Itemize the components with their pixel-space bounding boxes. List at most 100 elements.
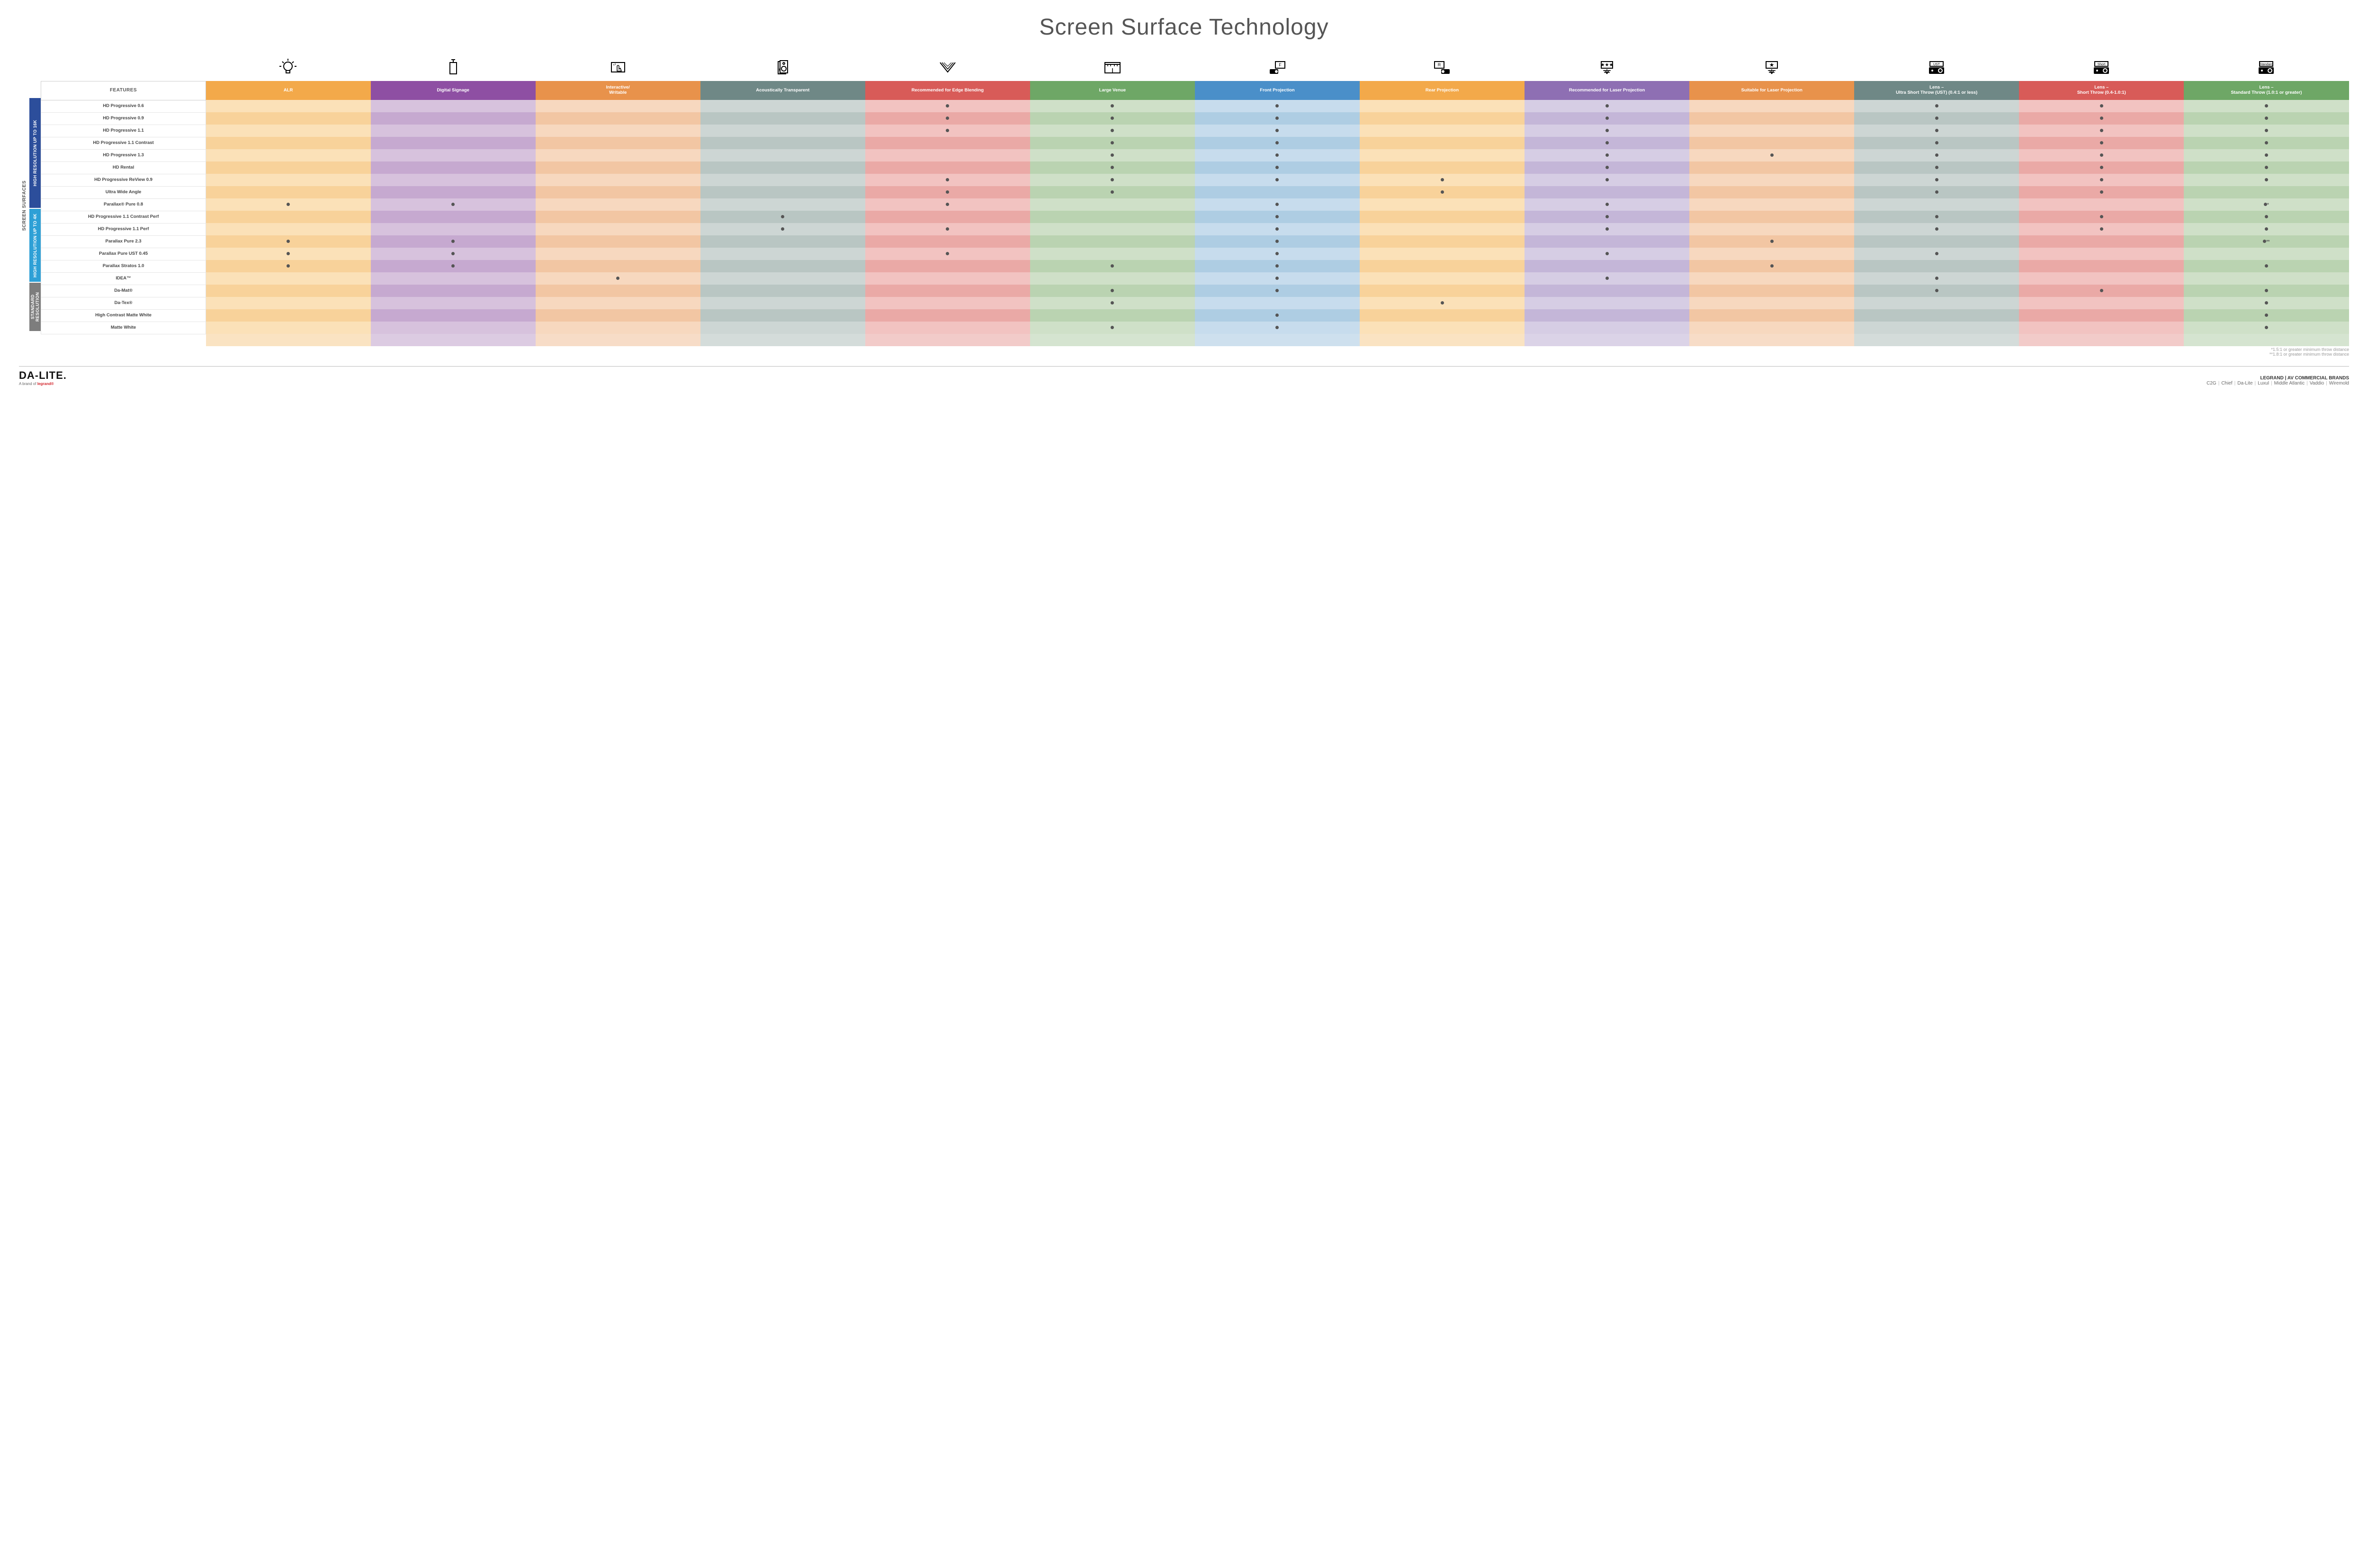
cell-rear [1360,260,1525,272]
row-label: Da-Tex® [41,297,206,309]
column-header-alr: ALR [206,81,371,100]
cell-suitlaser [1689,297,1854,309]
cell-acoustic [700,100,865,112]
cell-large [1030,186,1195,198]
column-header-interactive: Interactive/ Writable [536,81,700,100]
cell-alr [206,272,371,285]
feature-matrix-table: USTShortStandard FEATURESALRDigital Sign… [41,54,2349,346]
cell-std [2184,309,2349,322]
cell-reclaser [1525,100,1689,112]
column-icon-acoustic [700,54,865,81]
footer-brands-block: LEGRAND | AV COMMERCIAL BRANDS C2G|Chief… [2207,376,2349,386]
header-row: FEATURESALRDigital SignageInteractive/ W… [41,81,2349,100]
cell-interactive [536,112,700,125]
cell-suitlaser [1689,161,1854,174]
cell-front [1195,198,1360,211]
outer-vertical-label: SCREEN SURFACES [19,54,29,357]
row-label: HD Progressive 0.6 [41,100,206,112]
cell-reclaser [1525,285,1689,297]
cell-acoustic [700,272,865,285]
cell-edge [865,235,1030,248]
cell-rear [1360,174,1525,186]
brands-list: C2G|Chief|Da-Lite|Luxul|Middle Atlantic|… [2207,381,2349,386]
brand-item: Da-Lite [2237,381,2252,386]
svg-text:Standard: Standard [2260,63,2273,66]
cell-suitlaser [1689,198,1854,211]
cell-interactive [536,309,700,322]
logo-sub-brand: legrand® [37,382,54,386]
cell-front [1195,174,1360,186]
cell-std [2184,211,2349,223]
table-row: HD Progressive 1.1 Contrast [41,137,2349,149]
cell-alr [206,260,371,272]
cell-suitlaser [1689,309,1854,322]
cell-edge [865,260,1030,272]
row-label: Matte White [41,322,206,334]
table-row: Parallax Stratos 1.0 [41,260,2349,272]
row-group-labels: HIGH RESOLUTION UP TO 16KHIGH RESOLUTION… [29,98,41,357]
cell-reclaser [1525,235,1689,248]
cell-suitlaser [1689,174,1854,186]
cell-signage [371,322,536,334]
cell-std [2184,161,2349,174]
cell-ust [1854,125,2019,137]
cell-alr [206,174,371,186]
row-label: HD Progressive 1.3 [41,149,206,161]
cell-large [1030,112,1195,125]
cell-std [2184,297,2349,309]
row-label: Da-Mat® [41,285,206,297]
cell-acoustic [700,198,865,211]
column-header-signage: Digital Signage [371,81,536,100]
cell-large [1030,260,1195,272]
cell-short [2019,100,2184,112]
cell-interactive [536,322,700,334]
cell-edge [865,322,1030,334]
table-row-spacer [41,334,2349,346]
cell-ust [1854,161,2019,174]
table-row: HD Progressive 1.3 [41,149,2349,161]
cell-rear [1360,309,1525,322]
cell-rear [1360,186,1525,198]
cell-short [2019,322,2184,334]
table-row: High Contrast Matte White [41,309,2349,322]
outer-vertical-label-text: SCREEN SURFACES [22,180,27,231]
column-header-acoustic: Acoustically Transparent [700,81,865,100]
cell-front [1195,211,1360,223]
cell-std [2184,137,2349,149]
column-icon-alr [206,54,371,81]
table-row: HD Progressive 0.6 [41,100,2349,112]
cell-suitlaser [1689,112,1854,125]
cell-rear [1360,137,1525,149]
cell-alr [206,211,371,223]
cell-edge [865,149,1030,161]
brand-item: Vaddio [2310,381,2324,386]
cell-rear [1360,100,1525,112]
cell-signage [371,285,536,297]
cell-large [1030,149,1195,161]
cell-alr [206,297,371,309]
cell-std [2184,112,2349,125]
table-row: HD Progressive ReView 0.9 [41,174,2349,186]
cell-edge [865,112,1030,125]
cell-rear [1360,235,1525,248]
cell-suitlaser [1689,260,1854,272]
cell-std [2184,248,2349,260]
table-row: Matte White [41,322,2349,334]
cell-large [1030,211,1195,223]
brand-item: Chief [2221,381,2232,386]
cell-acoustic [700,297,865,309]
cell-edge [865,211,1030,223]
cell-acoustic [700,161,865,174]
cell-edge [865,137,1030,149]
row-label: Parallax Stratos 1.0 [41,260,206,272]
cell-interactive [536,137,700,149]
cell-short [2019,174,2184,186]
row-label: Parallax Pure 2.3 [41,235,206,248]
cell-alr [206,125,371,137]
column-header-reclaser: Recommended for Laser Projection [1525,81,1689,100]
column-icon-edge [865,54,1030,81]
cell-reclaser [1525,223,1689,235]
cell-front [1195,285,1360,297]
cell-alr [206,149,371,161]
cell-reclaser [1525,174,1689,186]
